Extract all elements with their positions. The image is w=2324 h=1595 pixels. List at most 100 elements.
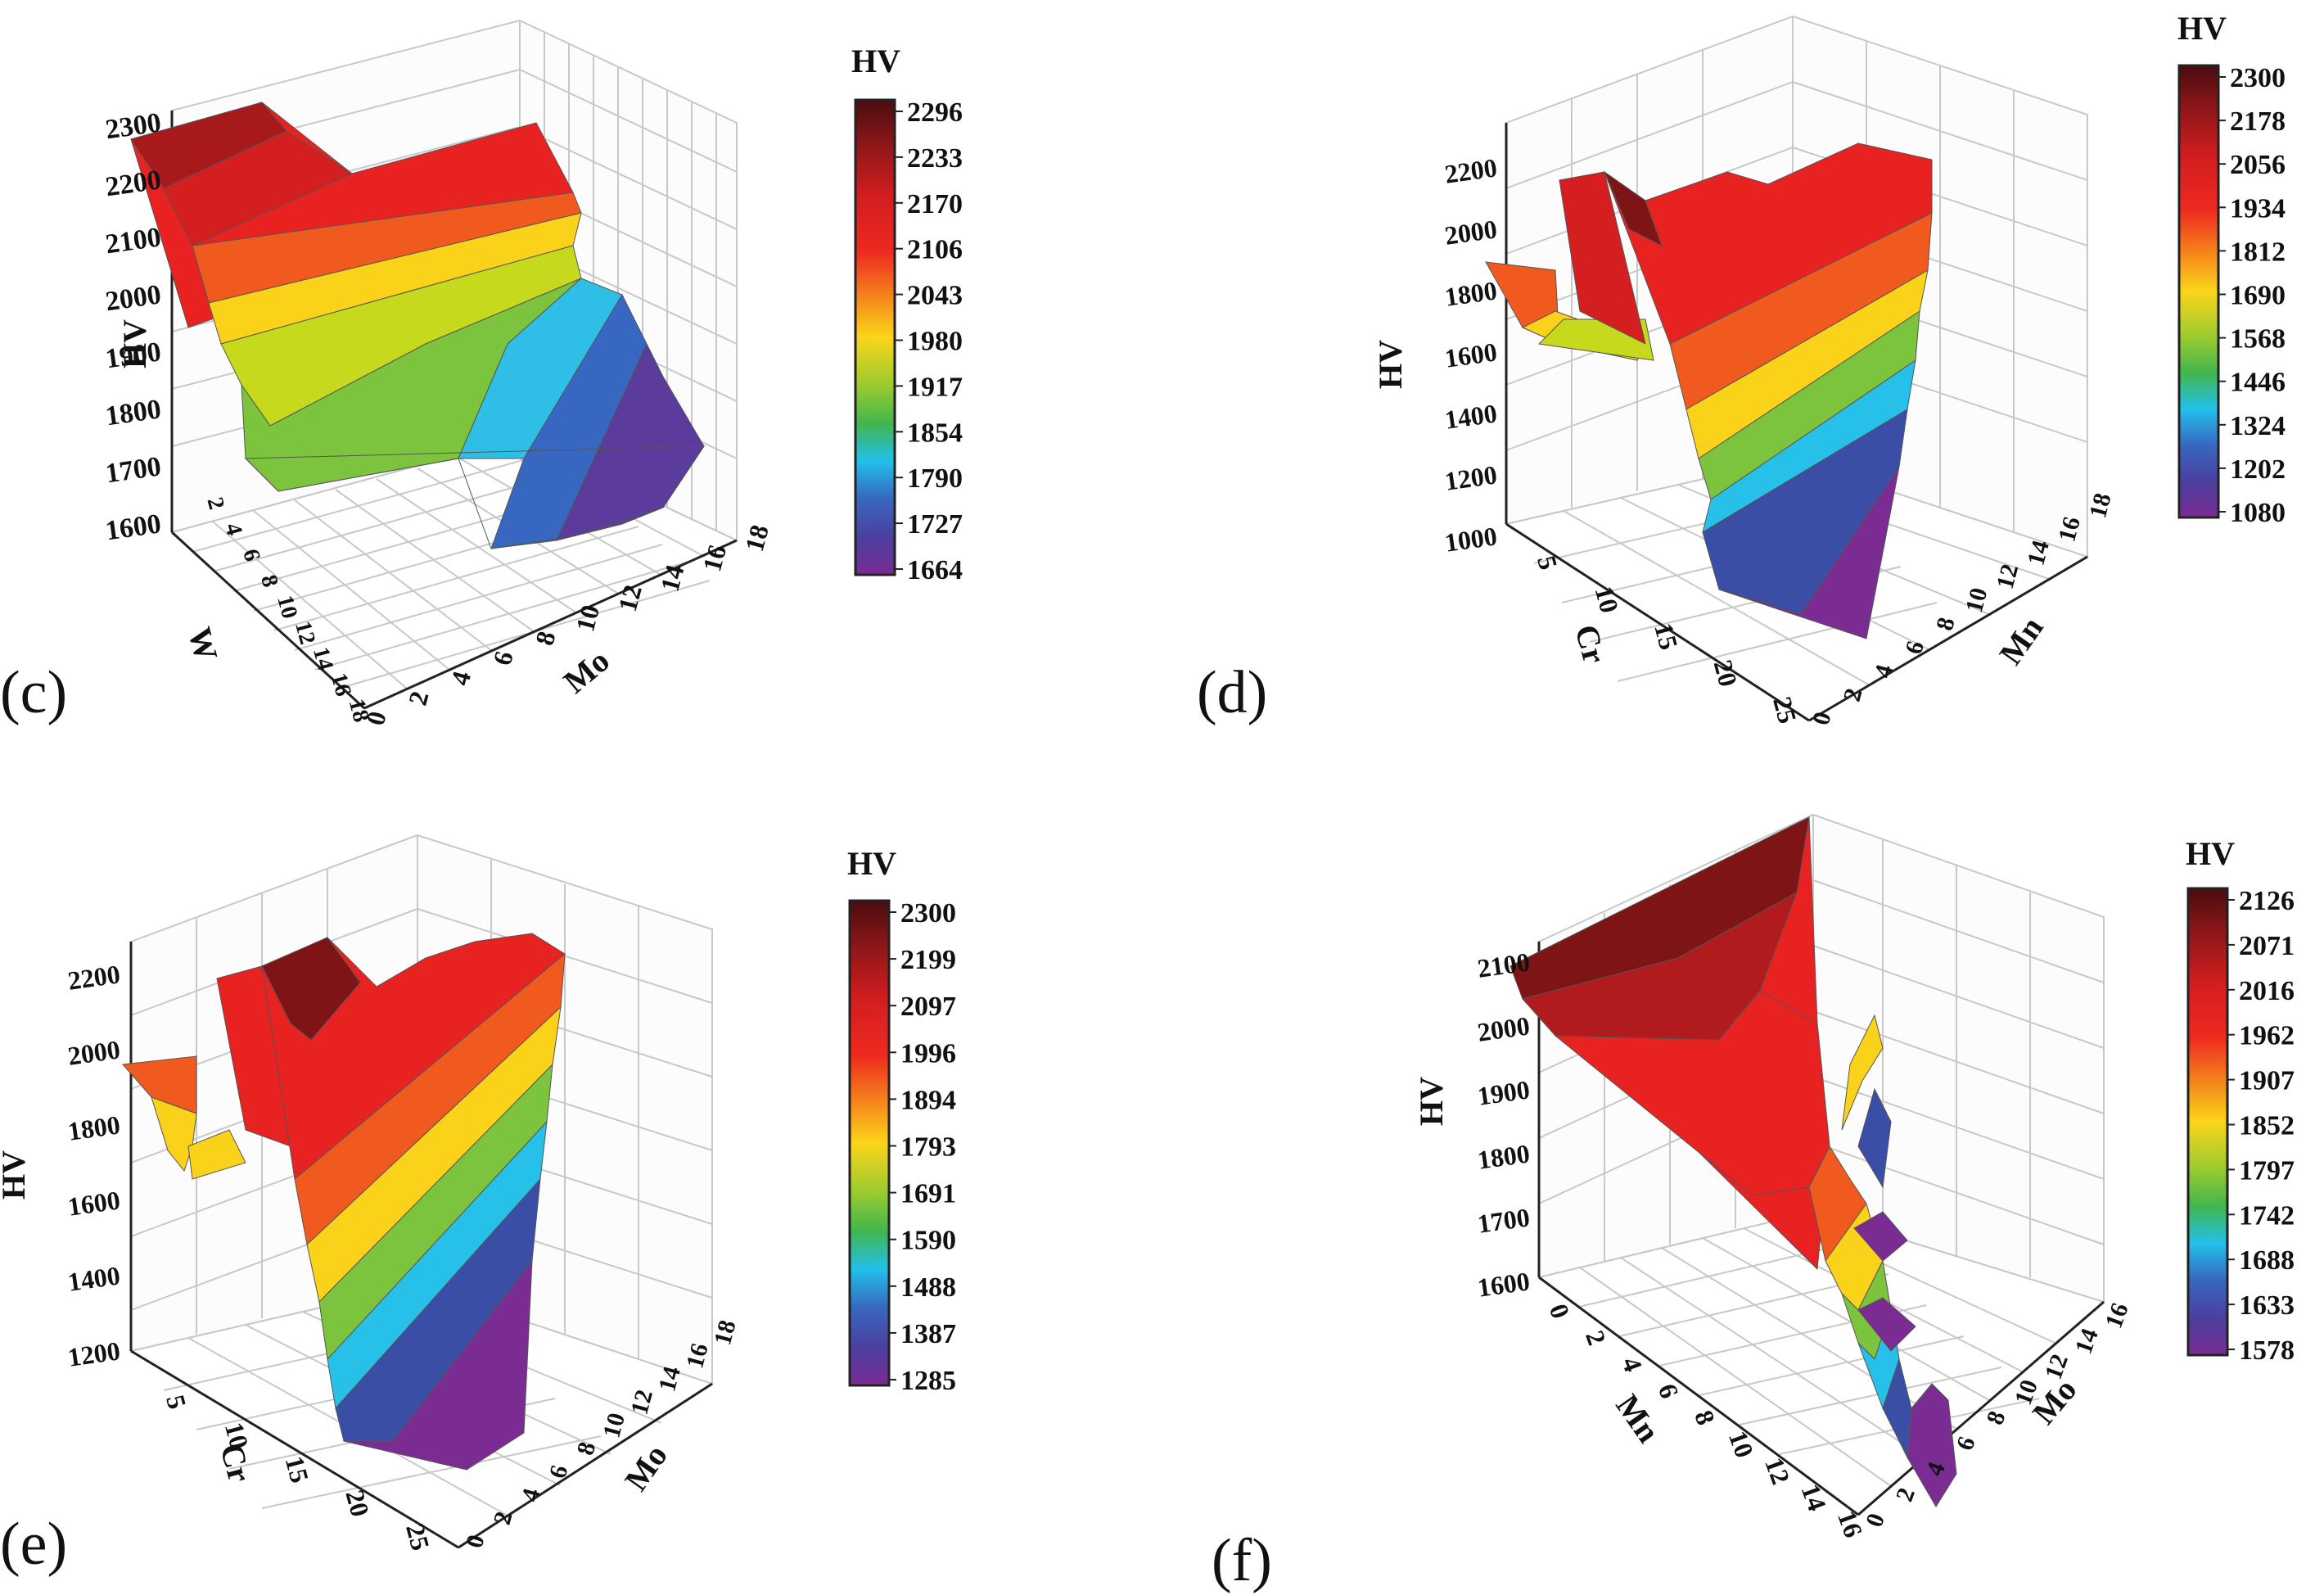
panel-d-y-tick: 18 [2084,490,2117,522]
panel-e-ylabel: Mo [617,1438,675,1498]
panel-f-z-tick: 2100 [1476,947,1532,983]
panel-f-x-tick: 4 [1616,1353,1648,1376]
panel-e-z-tick: 1200 [66,1335,122,1372]
panel-f-z-tick: 1900 [1476,1074,1532,1111]
panel-d-ylabel: Mn [1992,610,2050,671]
panel-c-y-tick: 14 [655,562,690,594]
colorbar-f-tick-label: 1962 [2239,1021,2295,1051]
panel-d-y-tick: 12 [1992,561,2024,592]
panel-f-z-ticks: 1600 1700 1800 1900 2000 2100 [1476,947,1532,1303]
panel-c-z-tick: 2000 [104,279,163,317]
panel-f-x-tick: 8 [1689,1407,1721,1429]
panel-c-y-tick: 16 [697,541,732,574]
panel-f-z-tick: 1600 [1476,1266,1532,1303]
panel-e-zlabel: HV [0,1150,32,1200]
panel-d-y-tick: 6 [1900,638,1929,657]
colorbar-d-tick-label: 1080 [2230,498,2286,528]
colorbar-d-tick-label: 1690 [2230,281,2286,311]
colorbar-d-tick-label: 1568 [2230,324,2286,355]
colorbar-d-tick-label: 2056 [2230,150,2286,180]
colorbar-d-tick-label: 1324 [2230,411,2286,441]
panel-f-x-tick: 14 [1796,1480,1833,1515]
panel-c-z-tick: 1600 [104,508,163,546]
panel-e-y-tick: 18 [709,1317,742,1349]
colorbar-c: HV 2296 2233 2170 2106 2043 1980 1917 1854 1790 1… [851,43,963,585]
colorbar-c-tick-label: 2106 [907,235,963,265]
panel-c-xlabel: W [181,623,225,664]
panel-c-x-tick: 16 [326,671,356,699]
colorbar-e-tick-label: 1996 [900,1038,956,1069]
colorbar-f-tick-label: 1907 [2239,1066,2295,1096]
panel-d-z-tick: 1200 [1443,459,1499,496]
panel-c-y-tick: 8 [530,628,562,648]
colorbar-c-tick-label: 2233 [907,143,963,174]
panel-e-z-ticks: 1200 1400 1600 1800 2000 2200 [66,959,122,1372]
panel-c-z-tick: 1800 [104,394,163,432]
colorbar-d-tick-label: 1446 [2230,368,2286,398]
colorbar-e-tick-label: 1793 [900,1132,956,1163]
panel-d-z-tick: 2200 [1443,152,1499,189]
colorbar-d-tick-label: 1202 [2230,454,2286,485]
panel-c-x-tick: 4 [219,521,247,539]
panel-f-y-tick: 2 [1891,1484,1920,1505]
panel-c-y-tick: 4 [444,668,476,689]
panel-e-y-tick: 6 [544,1462,574,1481]
colorbar-d-title: HV [2177,10,2227,47]
panel-c-x-tick: 8 [255,572,283,590]
colorbar-c-tick-label: 1917 [907,372,963,402]
panel-e-x-tick: 5 [160,1392,192,1412]
panel-e-z-tick: 1400 [66,1260,122,1297]
colorbar-e-ticks: 2300 2199 2097 1996 1894 1793 1691 1590 1488 1387… [888,898,956,1396]
panel-d-z-ticks: 1000 1200 1400 1600 1800 2000 2200 [1443,152,1499,558]
panel-f-surface [1509,816,1957,1507]
colorbar-e: HV 2300 2199 2097 1996 1894 1793 1691 1590 1488 1… [847,845,956,1396]
panel-f-x-tick: 6 [1653,1380,1685,1402]
panel-c-zlabel: HV [116,319,153,368]
colorbar-f-tick-label: 1578 [2239,1335,2295,1366]
colorbar-d-tick-label: 1812 [2230,237,2286,267]
panel-e-z-tick: 2000 [66,1034,122,1071]
panel-f-z-tick: 1700 [1476,1202,1532,1239]
panel-e-y-tick: 4 [517,1485,546,1504]
panel-d-x-tick: 25 [1767,694,1803,726]
colorbar-d: HV 2300 2178 2056 1934 1812 1690 1568 1446 1324 1… [2177,10,2286,528]
colorbar-f-tick-label: 1797 [2239,1155,2295,1186]
panel-f-x-tick: 12 [1759,1453,1796,1488]
panel-c-z-tick: 2100 [104,222,163,260]
panel-f-y-tick: 8 [1982,1407,2011,1428]
panel-d-z-tick: 2000 [1443,214,1499,251]
colorbar-f: HV 2126 2071 2016 1962 1907 1852 1797 1742 1688 1… [2186,835,2295,1366]
panel-f-z-tick: 1800 [1476,1138,1532,1175]
colorbar-e-tick-label: 1285 [900,1366,956,1396]
panel-f-y-tick: 14 [2070,1325,2104,1357]
panel-f-ylabel: Mo [2025,1371,2084,1431]
panel-e-z-tick: 1800 [66,1109,122,1146]
colorbar-f-tick-label: 1852 [2239,1111,2295,1141]
panel-e-label: (e) [0,1511,67,1578]
colorbar-e-tick-label: 2300 [900,898,956,929]
colorbar-e-tick-label: 1590 [900,1226,956,1256]
panel-e-y-tick: 8 [572,1439,602,1458]
panel-d-z-tick: 1800 [1443,275,1499,312]
panel-e-xlabel: Cr [213,1439,259,1486]
panel-f-x-tick: 2 [1580,1326,1612,1349]
panel-e-z-tick: 1600 [66,1185,122,1222]
panel-e-surface [121,933,566,1471]
colorbar-f-tick-label: 1633 [2239,1290,2295,1321]
panel-d-z-tick: 1600 [1443,337,1499,373]
panel-c-surface [130,102,705,549]
colorbar-f-ticks: 2126 2071 2016 1962 1907 1852 1797 1742 1688 1633… [2227,886,2295,1366]
panel-c-x-tick: 14 [308,644,338,673]
colorbar-d-tick-label: 2300 [2230,63,2286,93]
panel-f-x-tick: 10 [1723,1427,1760,1462]
colorbar-c-title: HV [851,43,900,79]
colorbar-c-tick-label: 2296 [907,97,963,128]
